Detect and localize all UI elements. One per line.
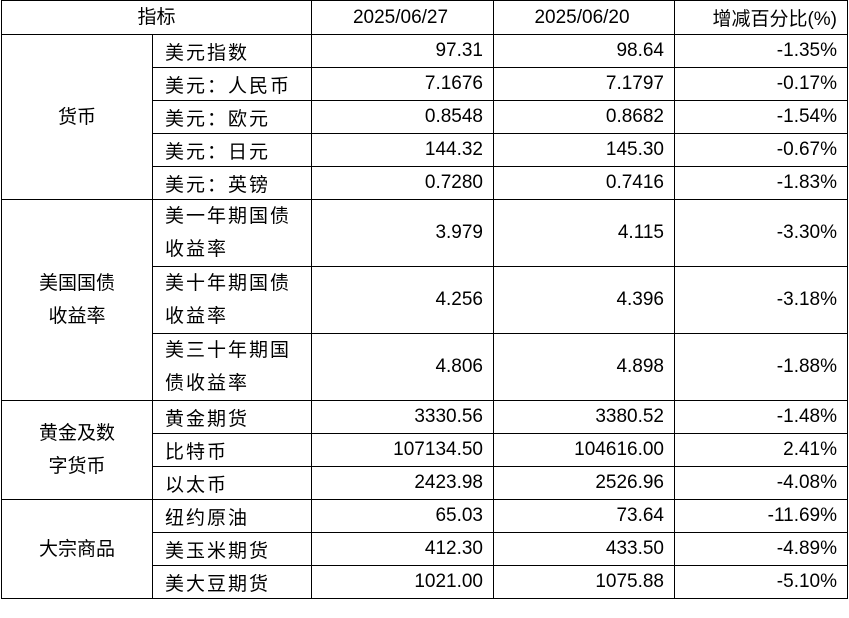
change-percent: -1.88%	[674, 333, 848, 401]
header-indicator: 指标	[1, 0, 312, 35]
table-row: 比特币 107134.50 104616.00 2.41%	[2, 433, 848, 467]
value-date1: 4.256	[311, 266, 494, 334]
value-date2: 145.30	[493, 133, 675, 167]
value-date1: 3.979	[311, 199, 494, 267]
value-date1: 3330.56	[311, 400, 494, 434]
value-date1: 2423.98	[311, 466, 494, 500]
change-percent: -1.54%	[674, 100, 848, 134]
table-row: 美元：人民币 7.1676 7.1797 -0.17%	[2, 67, 848, 101]
indicator-name: 美元：英镑	[152, 166, 312, 200]
value-date1: 412.30	[311, 532, 494, 566]
change-percent: -11.69%	[674, 499, 848, 533]
change-percent: -1.48%	[674, 400, 848, 434]
value-date2: 4.115	[493, 199, 675, 267]
value-date2: 98.64	[493, 34, 675, 68]
table-row: 大宗商品 纽约原油 65.03 73.64 -11.69%	[1, 499, 848, 599]
table-row: 美国国债收益率 美一年期国债收益率 3.979 4.115 -3.30%	[1, 199, 848, 401]
table-row: 美玉米期货 412.30 433.50 -4.89%	[2, 532, 848, 566]
category-cell: 大宗商品	[1, 499, 153, 599]
indicator-name: 美一年期国债收益率	[152, 199, 312, 267]
change-percent: -1.83%	[674, 166, 848, 200]
change-percent: -4.89%	[674, 532, 848, 566]
change-percent: -0.67%	[674, 133, 848, 167]
change-percent: -3.18%	[674, 266, 848, 334]
value-date2: 2526.96	[493, 466, 675, 500]
indicator-name: 美元：人民币	[152, 67, 312, 101]
table-row: 美元：欧元 0.8548 0.8682 -1.54%	[2, 100, 848, 134]
indicator-name: 美大豆期货	[152, 565, 312, 599]
category-cell: 货币	[1, 34, 153, 200]
market-indicators-table: 指标 2025/06/27 2025/06/20 增减百分比(%) 货币 美元指数…	[1, 0, 848, 599]
indicator-name: 美元指数	[152, 34, 312, 68]
table-row: 以太币 2423.98 2526.96 -4.08%	[2, 466, 848, 500]
header-change: 增减百分比(%)	[674, 0, 848, 35]
value-date2: 73.64	[493, 499, 675, 533]
indicator-name: 美十年期国债收益率	[152, 266, 312, 334]
change-percent: -4.08%	[674, 466, 848, 500]
indicator-name: 纽约原油	[152, 499, 312, 533]
value-date1: 107134.50	[311, 433, 494, 467]
value-date1: 0.8548	[311, 100, 494, 134]
header-date1: 2025/06/27	[311, 0, 494, 35]
change-percent: -1.35%	[674, 34, 848, 68]
value-date2: 0.8682	[493, 100, 675, 134]
value-date2: 433.50	[493, 532, 675, 566]
value-date2: 104616.00	[493, 433, 675, 467]
indicator-name: 比特币	[152, 433, 312, 467]
table-row: 货币 美元指数 97.31 98.64 -1.35%	[1, 34, 848, 200]
change-percent: -0.17%	[674, 67, 848, 101]
header-date2: 2025/06/20	[493, 0, 675, 35]
indicator-name: 美三十年期国债收益率	[152, 333, 312, 401]
indicator-name: 以太币	[152, 466, 312, 500]
indicator-name: 美元：日元	[152, 133, 312, 167]
change-percent: -5.10%	[674, 565, 848, 599]
category-cell: 黄金及数字货币	[1, 400, 153, 500]
change-percent: 2.41%	[674, 433, 848, 467]
value-date2: 0.7416	[493, 166, 675, 200]
indicator-name: 黄金期货	[152, 400, 312, 434]
table-row: 美大豆期货 1021.00 1075.88 -5.10%	[2, 565, 848, 599]
table-row: 黄金及数字货币 黄金期货 3330.56 3380.52 -1.48%	[1, 400, 848, 500]
value-date1: 4.806	[311, 333, 494, 401]
value-date1: 1021.00	[311, 565, 494, 599]
value-date1: 144.32	[311, 133, 494, 167]
table-row: 美十年期国债收益率 4.256 4.396 -3.18%	[2, 266, 848, 334]
value-date1: 0.7280	[311, 166, 494, 200]
value-date1: 97.31	[311, 34, 494, 68]
indicator-name: 美元：欧元	[152, 100, 312, 134]
value-date2: 3380.52	[493, 400, 675, 434]
header-row: 指标 2025/06/27 2025/06/20 增减百分比(%)	[1, 0, 848, 35]
category-cell: 美国国债收益率	[1, 199, 153, 401]
value-date1: 7.1676	[311, 67, 494, 101]
value-date2: 4.396	[493, 266, 675, 334]
value-date1: 65.03	[311, 499, 494, 533]
value-date2: 4.898	[493, 333, 675, 401]
table-row: 美元：英镑 0.7280 0.7416 -1.83%	[2, 166, 848, 200]
change-percent: -3.30%	[674, 199, 848, 267]
table-row: 美元：日元 144.32 145.30 -0.67%	[2, 133, 848, 167]
value-date2: 7.1797	[493, 67, 675, 101]
value-date2: 1075.88	[493, 565, 675, 599]
indicator-name: 美玉米期货	[152, 532, 312, 566]
